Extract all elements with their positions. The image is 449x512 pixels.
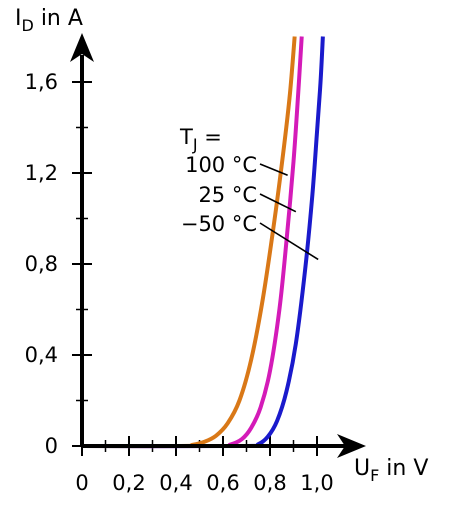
series-line [81, 36, 297, 449]
y-tick-label: 0,4 [25, 343, 58, 367]
y-axis-title: ID in A [15, 6, 83, 35]
y-tick-label: 1,2 [25, 161, 58, 185]
x-tick-label: 0,8 [253, 471, 286, 495]
legend-leader-line [259, 163, 288, 177]
y-axis-arrow [70, 33, 94, 62]
legend-entry: 100 °C [185, 153, 257, 177]
legend-leader-line [259, 222, 319, 261]
series-curves [81, 36, 325, 449]
legend-title: TJ = [179, 125, 222, 154]
x-tick-label: 0,2 [112, 471, 145, 495]
legend-leader-line [259, 193, 297, 213]
series-line [81, 36, 304, 449]
legend: 100 °C 25 °C −50 °C [181, 153, 319, 261]
x-tick-label: 0 [75, 471, 88, 495]
x-axis-arrow [337, 434, 366, 458]
tick-labels: 0 0,2 0,4 0,6 0,8 1,0 0 0,4 0,8 1,2 1,6 [25, 70, 334, 495]
y-tick-label: 0,8 [25, 252, 58, 276]
legend-entry: −50 °C [181, 212, 257, 236]
axes [70, 33, 366, 458]
x-tick-label: 0,4 [159, 471, 192, 495]
x-axis-title: UF in V [354, 456, 428, 485]
y-tick-label: 0 [45, 434, 58, 458]
legend-entry: 25 °C [198, 183, 257, 207]
y-tick-label: 1,6 [25, 70, 58, 94]
x-tick-label: 1,0 [300, 471, 333, 495]
x-tick-label: 0,6 [206, 471, 239, 495]
